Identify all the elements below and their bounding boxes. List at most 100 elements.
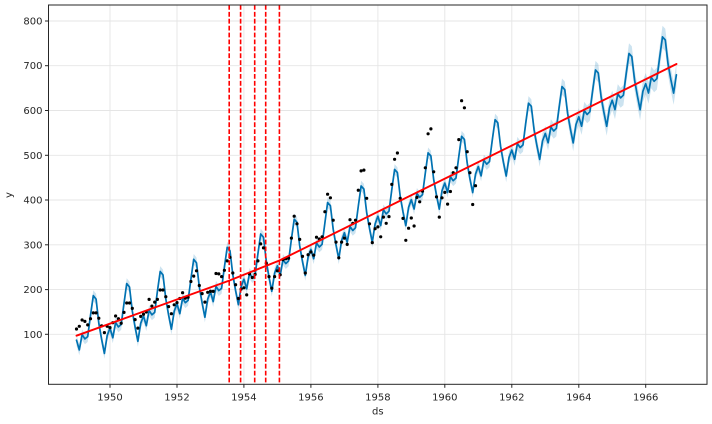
- observed-point: [270, 286, 274, 290]
- x-tick-label: 1958: [365, 393, 390, 404]
- observed-point: [443, 190, 447, 194]
- observed-point: [362, 168, 366, 172]
- observed-point: [429, 127, 433, 131]
- x-tick-label: 1956: [298, 393, 323, 404]
- observed-point: [139, 314, 143, 318]
- observed-point: [401, 216, 405, 220]
- observed-point: [91, 311, 95, 315]
- observed-point: [295, 222, 299, 226]
- observed-point: [136, 326, 140, 330]
- observed-point: [234, 283, 238, 287]
- y-tick-label: 400: [23, 196, 42, 207]
- observed-point: [102, 331, 106, 335]
- observed-point: [448, 189, 452, 194]
- y-tick-label: 100: [23, 330, 42, 341]
- observed-point: [300, 254, 305, 258]
- observed-point: [473, 184, 478, 188]
- observed-point: [80, 318, 84, 322]
- observed-point: [208, 289, 213, 293]
- x-tick-label: 1962: [499, 393, 524, 404]
- observed-point: [409, 216, 413, 220]
- observed-point: [273, 275, 277, 279]
- observed-point: [373, 227, 377, 231]
- observed-point: [407, 226, 411, 230]
- observed-point: [164, 295, 168, 299]
- observed-point: [169, 312, 173, 316]
- observed-point: [231, 271, 235, 275]
- observed-points: [74, 99, 478, 335]
- observed-point: [153, 300, 157, 304]
- observed-point: [434, 195, 439, 199]
- x-axis: 1950 1952 1954 1956 1958 1960 1962 1964 1966: [97, 384, 658, 404]
- observed-point: [353, 218, 358, 222]
- observed-point: [423, 166, 427, 170]
- observed-point: [390, 182, 394, 186]
- observed-point: [468, 171, 472, 175]
- x-tick-label: 1950: [97, 393, 122, 404]
- observed-point: [261, 246, 266, 250]
- observed-point: [125, 301, 129, 305]
- observed-point: [141, 312, 146, 316]
- observed-point: [133, 318, 137, 322]
- forecast-line-group: [75, 36, 678, 355]
- observed-point: [345, 242, 349, 246]
- y-tick-label: 300: [23, 240, 42, 251]
- observed-point: [267, 275, 271, 279]
- observed-point: [314, 235, 319, 239]
- observed-point: [88, 317, 93, 321]
- observed-point: [108, 326, 112, 330]
- observed-point: [471, 202, 475, 207]
- observed-point: [122, 310, 126, 314]
- observed-point: [398, 196, 402, 200]
- observed-point: [440, 196, 444, 200]
- observed-point: [206, 290, 210, 294]
- x-tick-label: 1966: [633, 393, 658, 404]
- observed-point: [200, 292, 204, 296]
- y-tick-label: 700: [23, 61, 42, 72]
- observed-point: [306, 253, 310, 257]
- observed-point: [256, 259, 260, 263]
- observed-point: [415, 195, 419, 199]
- observed-point: [342, 236, 346, 240]
- observed-point: [167, 305, 171, 309]
- observed-point: [356, 188, 360, 192]
- observed-point: [74, 327, 79, 331]
- observed-point: [465, 150, 469, 154]
- observed-point: [337, 256, 341, 260]
- observed-point: [457, 138, 461, 142]
- observed-point: [94, 311, 98, 315]
- observed-point: [119, 321, 123, 325]
- observed-point: [432, 170, 436, 174]
- observed-point: [320, 235, 324, 239]
- observed-point: [418, 200, 422, 204]
- observed-point: [250, 275, 254, 280]
- x-tick-label: 1952: [164, 393, 189, 404]
- observed-point: [326, 192, 330, 196]
- observed-point: [303, 271, 307, 275]
- y-tick-label: 800: [23, 17, 42, 28]
- observed-point: [323, 210, 327, 214]
- x-tick-label: 1954: [231, 393, 256, 404]
- observed-point: [384, 221, 388, 225]
- observed-point: [437, 215, 441, 219]
- observed-point: [77, 324, 81, 328]
- observed-point: [150, 304, 154, 308]
- observed-point: [359, 169, 363, 173]
- y-axis-label: y: [4, 192, 15, 198]
- observed-point: [370, 241, 374, 245]
- y-tick-label: 500: [23, 151, 42, 162]
- observed-point: [367, 222, 372, 226]
- observed-point: [222, 268, 226, 272]
- observed-point: [97, 316, 101, 320]
- observed-point: [309, 250, 313, 254]
- observed-point: [220, 275, 224, 279]
- observed-point: [462, 106, 466, 110]
- y-tick-label: 200: [23, 285, 42, 296]
- observed-point: [127, 301, 132, 305]
- observed-point: [393, 157, 397, 161]
- observed-point: [328, 196, 332, 200]
- observed-point: [365, 196, 369, 200]
